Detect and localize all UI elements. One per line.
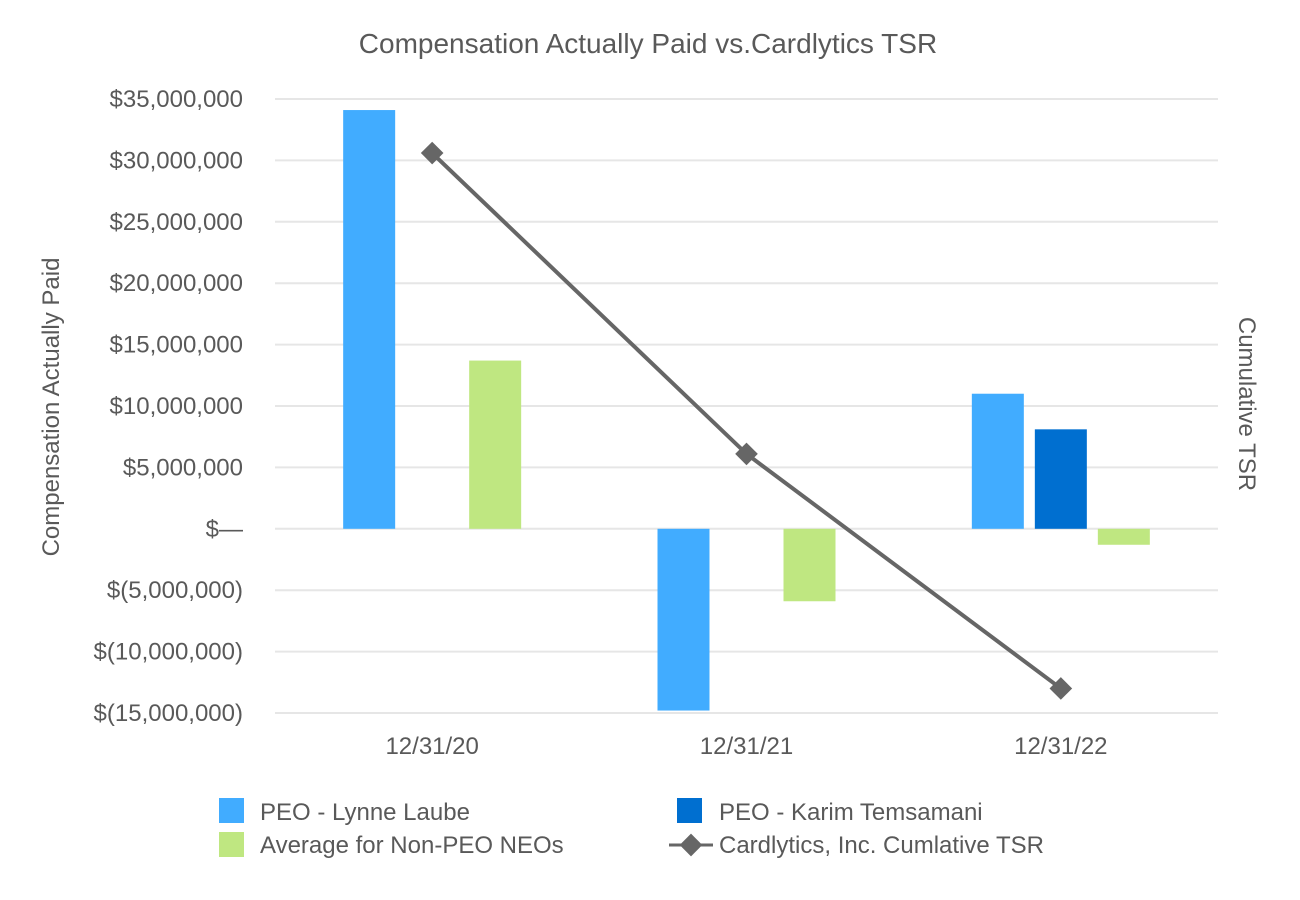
x-tick-label: 12/31/21 [700, 733, 793, 760]
y-axis-ticks: $35,000,000 $30,000,000 $25,000,000 $20,000… [94, 86, 243, 727]
y-tick-label: $15,000,000 [110, 332, 243, 359]
y-tick-label: $(5,000,000) [107, 577, 243, 604]
legend-label-peo-karim-temsamani: PEO - Karim Temsamani [719, 799, 983, 826]
bar [783, 528, 836, 602]
y-tick-label: $(15,000,000) [94, 700, 243, 727]
tsr-line-path [430, 151, 1063, 691]
legend-label-tsr: Cardlytics, Inc. Cumlative TSR [719, 832, 1044, 859]
bar [657, 528, 710, 711]
tsr-point [1049, 677, 1073, 700]
bar [1097, 528, 1150, 545]
y-tick-label: $— [206, 516, 243, 543]
chart-title: Compensation Actually Paid vs.Cardlytics… [359, 28, 937, 59]
bar [971, 393, 1024, 529]
y-axis-title: Compensation Actually Paid [38, 258, 65, 557]
y-tick-label: $20,000,000 [110, 270, 243, 297]
x-axis-ticks: 12/31/20 12/31/21 12/31/22 [385, 733, 1107, 760]
y-tick-label: $10,000,000 [110, 393, 243, 420]
y-tick-label: $35,000,000 [110, 86, 243, 113]
legend-swatch-peo-lynne-laube [219, 798, 244, 823]
bars [343, 110, 1150, 711]
tsr-point [735, 442, 758, 466]
legend-marker-tsr [679, 833, 703, 857]
legend-swatch-peo-karim-temsamani [677, 798, 702, 823]
x-tick-label: 12/31/20 [385, 733, 478, 760]
bar [469, 360, 522, 529]
y-tick-label: $25,000,000 [110, 209, 243, 236]
x-tick-label: 12/31/22 [1014, 733, 1107, 760]
legend-label-non-peo-neos: Average for Non-PEO NEOs [260, 832, 564, 859]
y-tick-label: $30,000,000 [110, 147, 243, 174]
secondary-y-axis-title: Cumulative TSR [1233, 317, 1260, 491]
legend-label-peo-lynne-laube: PEO - Lynne Laube [260, 799, 470, 826]
legend-swatch-non-peo-neos [219, 832, 244, 857]
bar [1034, 429, 1087, 529]
gridlines [275, 98, 1218, 714]
bar [343, 110, 396, 529]
legend: PEO - Lynne Laube PEO - Karim Temsamani … [219, 798, 1044, 859]
y-tick-label: $(10,000,000) [94, 639, 243, 666]
y-tick-label: $5,000,000 [123, 454, 243, 481]
